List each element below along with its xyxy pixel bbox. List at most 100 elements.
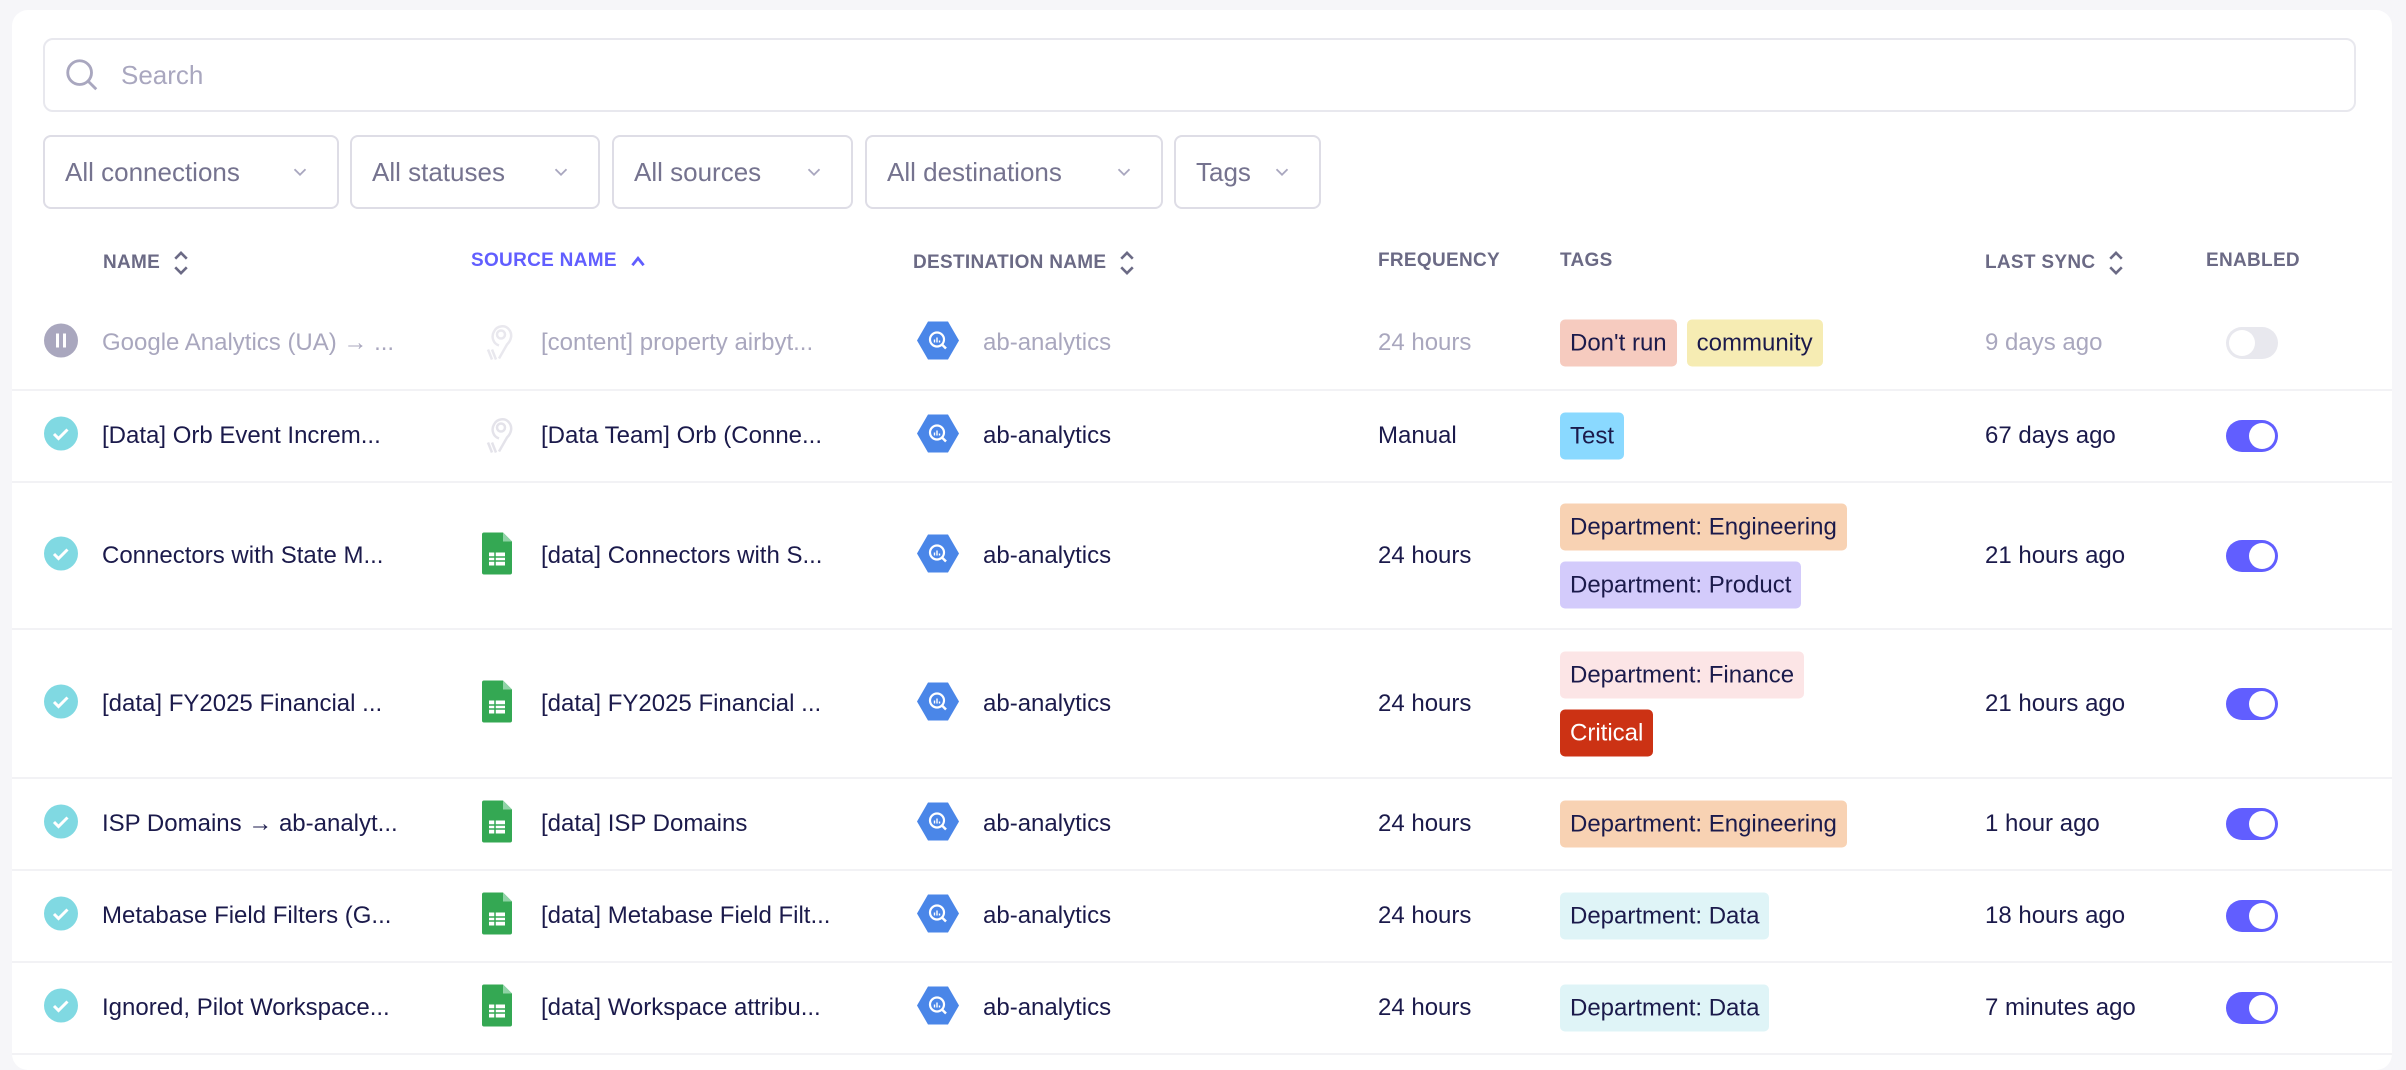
filter-dropdown-0[interactable]: All connections bbox=[43, 135, 339, 209]
airbyte-icon bbox=[486, 325, 513, 360]
connection-name[interactable]: [data] FY2025 Financial ... bbox=[102, 689, 383, 717]
column-header-frequency: FREQUENCY bbox=[1378, 250, 1500, 271]
table-row[interactable]: Ignored, Pilot Workspace... [data] Works… bbox=[12, 963, 2392, 1055]
bigquery-icon bbox=[917, 894, 959, 933]
tag-badge: Critical bbox=[1560, 709, 1654, 756]
tag-badge: community bbox=[1686, 319, 1823, 367]
bigquery-icon bbox=[917, 802, 959, 841]
table-row[interactable]: Metabase Field Filters (G... [data] Meta… bbox=[12, 871, 2392, 963]
bigquery-icon bbox=[917, 414, 959, 453]
tag-badge: Department: Finance bbox=[1560, 651, 1805, 698]
enabled-toggle[interactable] bbox=[2226, 900, 2278, 932]
destination-name[interactable]: ab-analytics bbox=[983, 422, 1112, 449]
column-header-name[interactable]: NAME bbox=[103, 250, 190, 276]
enabled-toggle[interactable] bbox=[2226, 687, 2278, 720]
destination-name[interactable]: ab-analytics bbox=[983, 902, 1112, 929]
search-input[interactable]: Search bbox=[43, 38, 2356, 112]
table-row[interactable]: Connectors with State M... [data] Connec… bbox=[12, 483, 2392, 630]
filter-dropdown-2[interactable]: All sources bbox=[612, 135, 853, 209]
success-status-icon bbox=[44, 896, 78, 931]
frequency: 24 hours bbox=[1378, 689, 1472, 717]
connection-name[interactable]: [Data] Orb Event Increm... bbox=[102, 422, 381, 449]
frequency: 24 hours bbox=[1378, 541, 1472, 569]
filter-label: All destinations bbox=[887, 156, 1062, 187]
tag-badge: Department: Data bbox=[1560, 984, 1770, 1032]
table-row[interactable]: Google Analytics (UA) → ... [content] pr… bbox=[12, 297, 2392, 391]
enabled-toggle[interactable] bbox=[2226, 420, 2278, 452]
column-header-enabled: ENABLED bbox=[2206, 250, 2300, 271]
chevron-down-icon bbox=[293, 168, 307, 177]
chevron-down-icon bbox=[807, 168, 821, 177]
destination-icon bbox=[917, 414, 959, 458]
source-icon bbox=[482, 984, 512, 1032]
column-header-source[interactable]: SOURCE NAME bbox=[471, 250, 647, 272]
tag-badge: Department: Engineering bbox=[1560, 800, 1847, 848]
frequency: 24 hours bbox=[1378, 994, 1472, 1021]
status-indicator bbox=[44, 323, 78, 363]
source-icon bbox=[482, 413, 516, 460]
tags-cell: Don't run community bbox=[1560, 319, 1823, 367]
destination-name[interactable]: ab-analytics bbox=[983, 329, 1112, 356]
status-indicator bbox=[44, 896, 78, 936]
connection-name[interactable]: ISP Domains → ab-analyt... bbox=[102, 810, 398, 837]
sort-ascending-icon bbox=[631, 255, 645, 267]
status-indicator bbox=[44, 804, 78, 844]
source-icon bbox=[482, 532, 512, 579]
destination-name[interactable]: ab-analytics bbox=[983, 810, 1112, 837]
column-header-destination[interactable]: DESTINATION NAME bbox=[913, 250, 1136, 276]
source-name[interactable]: [data] Workspace attribu... bbox=[541, 994, 821, 1021]
connection-name[interactable]: Google Analytics (UA) → ... bbox=[102, 329, 395, 356]
enabled-toggle[interactable] bbox=[2226, 327, 2278, 359]
destination-name[interactable]: ab-analytics bbox=[983, 994, 1112, 1021]
table-row[interactable]: ISP Domains → ab-analyt... [data] ISP Do… bbox=[12, 779, 2392, 871]
filter-label: All connections bbox=[65, 156, 240, 187]
enabled-toggle[interactable] bbox=[2226, 539, 2278, 572]
tags-cell: Department: Finance Critical bbox=[1560, 651, 1805, 756]
connections-card bbox=[12, 10, 2392, 1070]
search-placeholder: Search bbox=[121, 59, 204, 90]
filter-label: Tags bbox=[1196, 156, 1251, 187]
table-row[interactable]: [Data] Orb Event Increm... [Data Team] O… bbox=[12, 391, 2392, 483]
sort-icon bbox=[174, 251, 188, 275]
last-sync: 21 hours ago bbox=[1985, 689, 2126, 717]
column-header-last_sync[interactable]: LAST SYNC bbox=[1985, 250, 2125, 276]
tag-badge: Department: Engineering bbox=[1560, 503, 1847, 550]
enabled-toggle[interactable] bbox=[2226, 808, 2278, 840]
last-sync: 67 days ago bbox=[1985, 422, 2116, 449]
source-icon bbox=[482, 892, 512, 940]
google-sheets-icon bbox=[482, 892, 512, 935]
column-header-tags: TAGS bbox=[1560, 250, 1613, 271]
tags-cell: Department: Data bbox=[1560, 892, 1770, 940]
source-name[interactable]: [data] Metabase Field Filt... bbox=[541, 902, 831, 929]
destination-icon bbox=[917, 894, 959, 938]
chevron-down-icon bbox=[554, 168, 568, 177]
filter-dropdown-3[interactable]: All destinations bbox=[865, 135, 1163, 209]
bigquery-icon bbox=[917, 682, 959, 720]
source-name[interactable]: [content] property airbyt... bbox=[541, 329, 814, 356]
enabled-toggle[interactable] bbox=[2226, 992, 2278, 1024]
tag-badge: Department: Data bbox=[1560, 892, 1770, 940]
filter-dropdown-1[interactable]: All statuses bbox=[350, 135, 600, 209]
connection-name[interactable]: Ignored, Pilot Workspace... bbox=[102, 994, 390, 1021]
source-name[interactable]: [Data Team] Orb (Conne... bbox=[541, 422, 823, 449]
destination-icon bbox=[917, 802, 959, 846]
frequency: 24 hours bbox=[1378, 902, 1472, 929]
connection-name[interactable]: Metabase Field Filters (G... bbox=[102, 902, 392, 929]
table-row[interactable]: [data] FY2025 Financial ... [data] FY202… bbox=[12, 630, 2392, 779]
source-name[interactable]: [data] Connectors with S... bbox=[541, 541, 823, 569]
destination-icon bbox=[917, 986, 959, 1030]
success-status-icon bbox=[44, 536, 78, 570]
tag-badge: Department: Product bbox=[1560, 561, 1802, 608]
destination-name[interactable]: ab-analytics bbox=[983, 541, 1112, 569]
tag-badge: Don't run bbox=[1560, 319, 1677, 367]
bigquery-icon bbox=[917, 986, 959, 1025]
last-sync: 21 hours ago bbox=[1985, 541, 2126, 569]
source-name[interactable]: [data] FY2025 Financial ... bbox=[541, 689, 822, 717]
filter-dropdown-4[interactable]: Tags bbox=[1174, 135, 1321, 209]
success-status-icon bbox=[44, 416, 78, 451]
google-sheets-icon bbox=[482, 984, 512, 1027]
destination-name[interactable]: ab-analytics bbox=[983, 689, 1112, 717]
bigquery-icon bbox=[917, 534, 959, 572]
source-name[interactable]: [data] ISP Domains bbox=[541, 810, 748, 837]
connection-name[interactable]: Connectors with State M... bbox=[102, 541, 384, 569]
